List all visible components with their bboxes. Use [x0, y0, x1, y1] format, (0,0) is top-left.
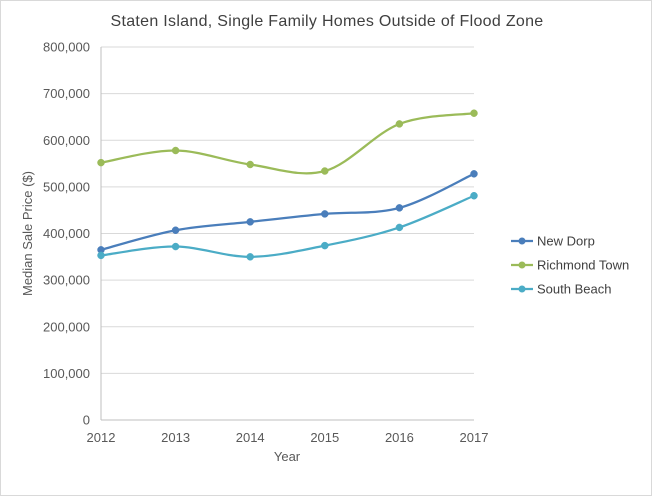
legend-label: New Dorp — [537, 234, 595, 249]
data-point-south-beach — [321, 241, 329, 250]
legend-item-south-beach[interactable]: South Beach — [511, 282, 611, 297]
y-tick-label: 700,000 — [43, 86, 90, 101]
y-tick-label: 300,000 — [43, 273, 90, 288]
x-tick-label: 2013 — [161, 430, 190, 445]
legend-label: Richmond Town — [537, 258, 629, 273]
legend-marker — [518, 261, 526, 269]
data-point-richmond-town — [97, 158, 105, 167]
x-axis-title: Year — [274, 449, 301, 464]
data-point-richmond-town — [171, 146, 180, 155]
legend-item-richmond-town[interactable]: Richmond Town — [511, 258, 629, 273]
data-point-new-dorp — [470, 170, 478, 178]
legend-item-new-dorp[interactable]: New Dorp — [511, 234, 595, 249]
series-south-beach — [97, 191, 478, 261]
series-line-richmond-town — [99, 112, 476, 175]
data-point-richmond-town — [470, 109, 478, 117]
y-tick-label: 800,000 — [43, 40, 90, 55]
series-richmond-town — [97, 109, 478, 175]
data-point-south-beach — [171, 242, 180, 251]
y-tick-label: 0 — [83, 413, 90, 428]
data-point-south-beach — [395, 223, 404, 232]
series-new-dorp — [97, 170, 478, 254]
data-point-south-beach — [470, 191, 478, 200]
x-tick-label: 2017 — [460, 430, 489, 445]
legend-label: South Beach — [537, 282, 611, 297]
x-tick-label: 2012 — [87, 430, 116, 445]
y-tick-label: 400,000 — [43, 226, 90, 241]
y-axis-title: Median Sale Price ($) — [20, 171, 35, 296]
data-point-new-dorp — [171, 226, 180, 234]
x-tick-label: 2014 — [236, 430, 265, 445]
data-point-richmond-town — [246, 160, 254, 169]
gridlines — [101, 46, 474, 374]
data-point-new-dorp — [246, 218, 254, 226]
y-tick-label: 200,000 — [43, 319, 90, 334]
axes — [100, 47, 474, 421]
y-tick-label: 500,000 — [43, 179, 90, 194]
data-point-new-dorp — [395, 204, 404, 212]
series-lines — [97, 109, 478, 261]
chart-title: Staten Island, Single Family Homes Outsi… — [110, 13, 543, 30]
series-line-new-dorp — [99, 172, 476, 251]
y-tick-label: 600,000 — [43, 133, 90, 148]
legend-marker — [518, 237, 526, 245]
data-point-south-beach — [97, 251, 105, 260]
x-tick-label: 2015 — [310, 430, 339, 445]
x-axis-tick-labels: 2012 2013 2014 2015 2016 2017 — [87, 430, 489, 445]
legend-marker — [518, 285, 526, 293]
data-point-richmond-town — [395, 120, 404, 128]
y-tick-label: 100,000 — [43, 366, 90, 381]
x-tick-label: 2016 — [385, 430, 414, 445]
data-point-new-dorp — [321, 210, 329, 218]
y-axis-tick-labels: 0 100,000 200,000 300,000 400,000 500,000 600,… — [43, 40, 90, 428]
series-line-south-beach — [99, 194, 476, 258]
legend[interactable]: New Dorp Richmond Town South Beach — [511, 234, 629, 297]
data-point-south-beach — [246, 253, 254, 261]
data-point-richmond-town — [321, 167, 329, 175]
